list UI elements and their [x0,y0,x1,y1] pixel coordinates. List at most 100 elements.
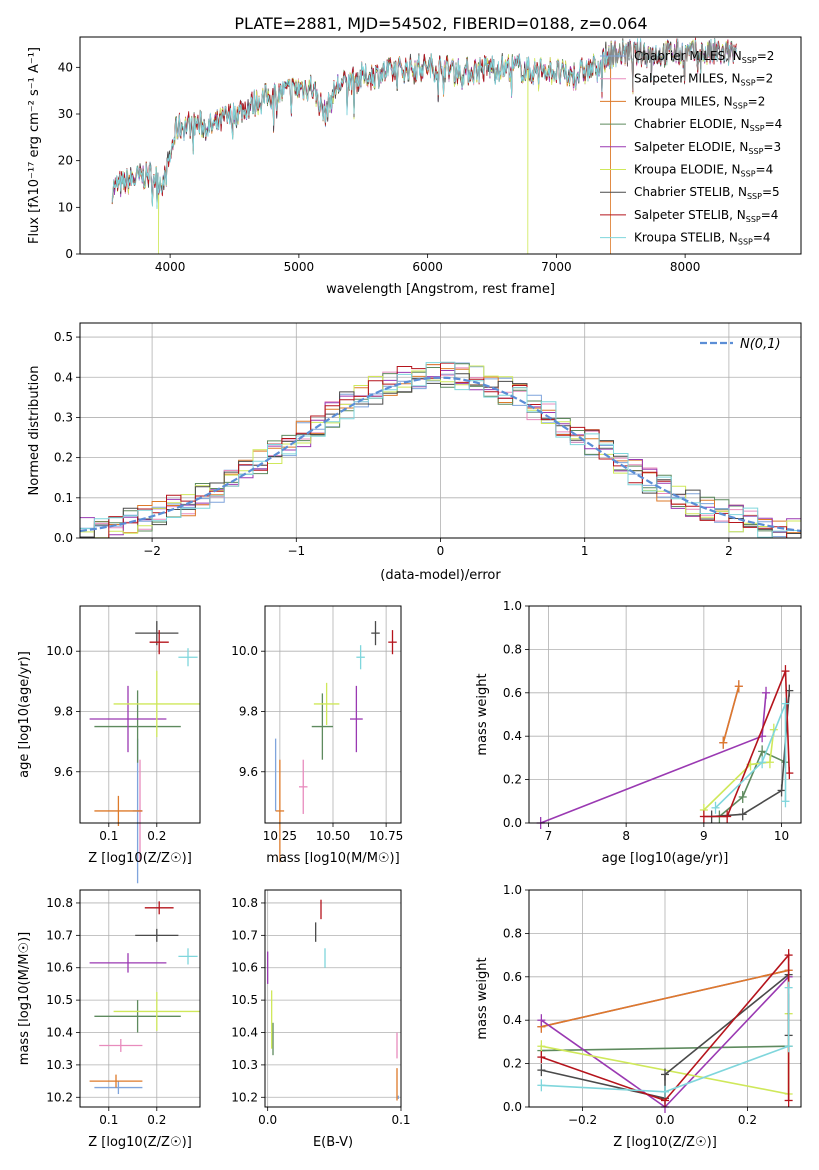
legend-label: Salpeter ELODIE, NSSP=3 [634,140,781,156]
y-tick-label: 0.0 [503,816,522,830]
legend-label: Chabrier MILES, NSSP=2 [634,49,774,65]
legend-label: Chabrier STELIB, NSSP=5 [634,185,780,201]
normal-curve [80,376,801,533]
y-tick-label: 20 [58,154,73,168]
y-tick-label: 0.8 [503,926,522,940]
histograms [80,361,801,538]
y-axis-label: Flux [fλ10⁻¹⁷ erg cm⁻² s⁻¹ A⁻¹] [27,47,42,244]
x-axis-label: Z [log10(Z/Z☉)] [613,1135,717,1150]
x-axis-label: (data-model)/error [380,568,501,583]
x-tick-label: 8000 [670,260,701,274]
x-tick-label: 0.2 [147,1113,166,1127]
x-tick-label: 5000 [284,260,315,274]
y-tick-label: 10.5 [231,993,258,1007]
weight-line [703,729,775,811]
legend-label: Kroupa ELODIE, NSSP=4 [634,163,773,179]
age-vs-Z-panel: 0.1 0.2 9.6 9.8 10.0 Z [log10(Z/Z☉)] age [log1… [17,605,201,884]
x-tick-label: 2 [725,544,733,558]
y-tick-label: 10.6 [46,961,73,975]
y-tick-label: 0 [65,247,73,261]
x-tick-label: −2 [143,544,161,558]
x-tick-label: −0.2 [568,1113,597,1127]
y-tick-label: 10.3 [231,1058,258,1072]
x-tick-label: 7000 [541,260,572,274]
axes-frame [264,889,402,1108]
y-tick-label: 10 [58,200,73,214]
weight-line [714,703,787,809]
y-tick-label: 0.4 [503,729,522,743]
y-tick-label: 1.0 [503,599,522,613]
x-axis-label: age [log10(age/yr)] [602,851,729,866]
weight-line [718,750,786,818]
y-axis-label: age [log10(age/yr)] [17,651,32,778]
axes-frame [79,605,201,824]
y-tick-label: 9.8 [239,704,258,718]
y-tick-label: 0.5 [54,330,73,344]
y-axis-label: Normed distribution [27,366,42,496]
y-tick-label: 10.4 [231,1026,258,1040]
y-tick-label: 9.8 [54,704,73,718]
y-tick-label: 0.2 [503,773,522,787]
x-tick-label: 0.2 [147,829,166,843]
axes-frame [79,36,802,255]
y-axis-label: mass weight [475,957,490,1039]
y-tick-label: 0.6 [503,686,522,700]
y-tick-label: 40 [58,60,73,74]
spectrum-lines [111,37,737,254]
y-tick-label: 0.1 [54,491,73,505]
x-axis-label: E(B-V) [313,1135,353,1150]
x-tick-label: 0.1 [391,1113,410,1127]
y-tick-label: 9.6 [54,765,73,779]
spectrum-tail [607,41,737,91]
weight-line [541,987,790,1093]
residual-panel: −2 −1 0 1 2 0.0 0.1 0.2 0.3 0.4 0.5 (data-model)/er… [27,322,802,583]
y-tick-label: 0.0 [54,531,73,545]
axes-frame [528,605,802,824]
weight-vs-Z-panel: −0.2 0.0 0.2 0.0 0.2 0.4 0.6 0.8 1.0 Z [log10(Z/Z… [475,883,802,1150]
legend-label: Salpeter STELIB, NSSP=4 [634,208,778,224]
histogram-step [80,373,801,538]
figure-title: PLATE=2881, MJD=54502, FIBERID=0188, z=0… [234,14,647,33]
weight-line [703,670,791,818]
x-tick-label: 4000 [155,260,186,274]
y-tick-label: 10.7 [231,928,258,942]
legend-label: Salpeter MILES, NSSP=2 [634,72,773,88]
y-tick-label: 10.3 [46,1058,73,1072]
spectrum-legend: Chabrier MILES, NSSP=2 Salpeter MILES, NS… [600,49,782,247]
x-tick-label: 0.0 [258,1113,277,1127]
y-tick-label: 10.0 [46,644,73,658]
axes-frame [79,322,802,539]
x-tick-label: 0.1 [99,829,118,843]
y-tick-label: 10.2 [231,1090,258,1104]
y-tick-label: 1.0 [503,883,522,897]
legend-label: Kroupa STELIB, NSSP=4 [634,231,771,247]
x-tick-label: 9 [700,829,708,843]
weight-line [722,686,740,743]
legend-label: Chabrier ELODIE, NSSP=4 [634,117,782,133]
x-tick-label: 8 [622,829,630,843]
x-tick-label: 0.0 [655,1113,674,1127]
y-tick-label: 0.4 [503,1013,522,1027]
y-tick-label: 10.5 [46,993,73,1007]
x-tick-label: 10.75 [369,829,403,843]
x-tick-label: 7 [545,829,553,843]
y-tick-label: 10.8 [46,896,73,910]
y-axis-label: mass weight [475,673,490,755]
mass-vs-EBV-panel: 0.0 0.1 10.2 10.3 10.4 10.5 10.6 10.7 10.8 E(B-V) [231,889,411,1150]
x-tick-label: 6000 [412,260,443,274]
y-tick-label: 0.6 [503,970,522,984]
y-tick-label: 9.6 [239,765,258,779]
x-axis-label: Z [log10(Z/Z☉)] [88,851,192,866]
y-tick-label: 0.0 [503,1100,522,1114]
y-tick-label: 0.2 [503,1057,522,1071]
spectrum-panel: 4000 5000 6000 7000 8000 0 10 20 30 40 wavelength … [27,36,802,297]
x-axis-label: mass [log10(M/M☉)] [266,851,399,866]
y-tick-label: 10.2 [46,1090,73,1104]
x-tick-label: 10 [774,829,789,843]
legend-label: Kroupa MILES, NSSP=2 [634,94,765,110]
y-tick-label: 10.6 [231,961,258,975]
histogram-step [80,361,801,538]
x-tick-label: 1 [581,544,589,558]
x-tick-label: 10.50 [316,829,350,843]
